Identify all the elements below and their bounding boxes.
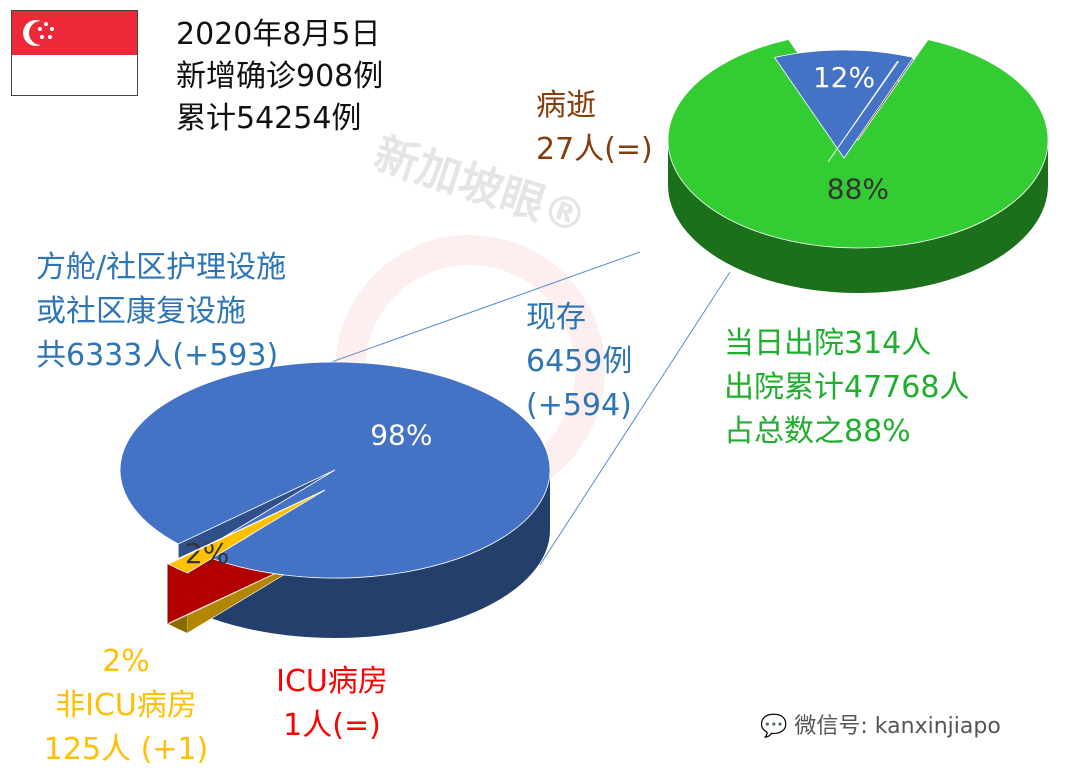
icu-count: 1人(=) <box>283 708 381 743</box>
pie1-slice-1 <box>773 49 915 159</box>
pie2-slice-side <box>167 563 169 625</box>
pie1-slice-side <box>668 140 1048 293</box>
current-label: 现存 6459例 (+594) <box>526 296 632 428</box>
community-count: 共6333人(+593) <box>36 338 279 373</box>
pie1-slice-0 <box>667 39 1049 249</box>
header-block: 2020年8月5日 新增确诊908例 累计54254例 <box>176 14 383 140</box>
pie2-slice-2 <box>166 489 326 565</box>
date: 2020年8月5日 <box>176 17 381 52</box>
icu-title: ICU病房 <box>276 664 388 699</box>
discharged-total: 出院累计47768人 <box>724 370 970 405</box>
pie2-data-label-0: 98% <box>370 419 432 452</box>
deaths-label: 病逝 27人(=) <box>536 84 653 172</box>
deaths-title: 病逝 <box>536 88 596 123</box>
non-icu-label: 2% 非ICU病房 125人 (+1) <box>36 640 216 772</box>
community-line2: 或社区康复设施 <box>36 294 246 329</box>
current-title: 现存 <box>526 300 586 335</box>
pie1-slice-2 <box>827 61 900 163</box>
pie2-data-label-1: 2% <box>185 537 229 570</box>
discharged-today: 当日出院314人 <box>724 326 932 361</box>
non-icu-percent: 2% <box>102 644 150 679</box>
discharged-label: 当日出院314人 出院累计47768人 占总数之88% <box>724 322 969 454</box>
wechat-icon: 💬 <box>760 714 788 739</box>
pie2-slice-side <box>197 470 551 639</box>
current-change: (+594) <box>526 388 632 423</box>
deaths-count: 27人(=) <box>536 132 653 167</box>
community-line1: 方舱/社区护理设施 <box>36 250 287 285</box>
total-cases: 累计54254例 <box>176 101 362 136</box>
singapore-flag-icon <box>11 10 138 96</box>
connector-line-community <box>294 251 641 376</box>
pie2-slice-0 <box>119 361 551 579</box>
non-icu-title: 非ICU病房 <box>55 688 197 723</box>
footer: 💬 微信号: kanxinjiapo <box>760 708 1001 740</box>
discharged-percent: 占总数之88% <box>724 414 911 449</box>
pie1-data-label-1: 12% <box>813 61 875 94</box>
pie1-data-label-0: 88% <box>827 173 889 206</box>
non-icu-count: 125人 (+1) <box>43 732 209 767</box>
new-cases: 新增确诊908例 <box>176 59 384 94</box>
connector-line-current <box>539 271 731 566</box>
community-label: 方舱/社区护理设施 或社区康复设施 共6333人(+593) <box>36 246 286 378</box>
wechat-id: 微信号: kanxinjiapo <box>794 714 1001 739</box>
icu-label: ICU病房 1人(=) <box>262 660 402 748</box>
current-count: 6459例 <box>526 344 633 379</box>
